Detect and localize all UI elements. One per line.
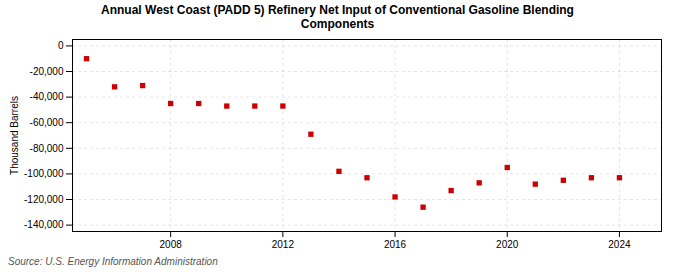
svg-text:0: 0 (58, 40, 64, 51)
svg-text:-20,000: -20,000 (30, 66, 64, 77)
svg-text:2008: 2008 (160, 239, 183, 250)
svg-text:2016: 2016 (384, 239, 407, 250)
svg-text:Thousand Barrels: Thousand Barrels (9, 96, 20, 175)
svg-text:-100,000: -100,000 (24, 168, 64, 179)
svg-text:-60,000: -60,000 (30, 117, 64, 128)
svg-text:2020: 2020 (496, 239, 519, 250)
svg-text:-80,000: -80,000 (30, 143, 64, 154)
html-text:Source: U.S. Energy Informatio: Source: U.S. Energy Information Administ… (8, 256, 218, 267)
svg-text:-120,000: -120,000 (24, 194, 64, 205)
svg-text:-40,000: -40,000 (30, 91, 64, 102)
svg-text:2024: 2024 (608, 239, 631, 250)
html-text:Annual West Coast (PADD 5) Ref: Annual West Coast (PADD 5) Refinery Net … (101, 3, 574, 31)
svg-text:-140,000: -140,000 (24, 219, 64, 230)
svg-text:2012: 2012 (272, 239, 295, 250)
